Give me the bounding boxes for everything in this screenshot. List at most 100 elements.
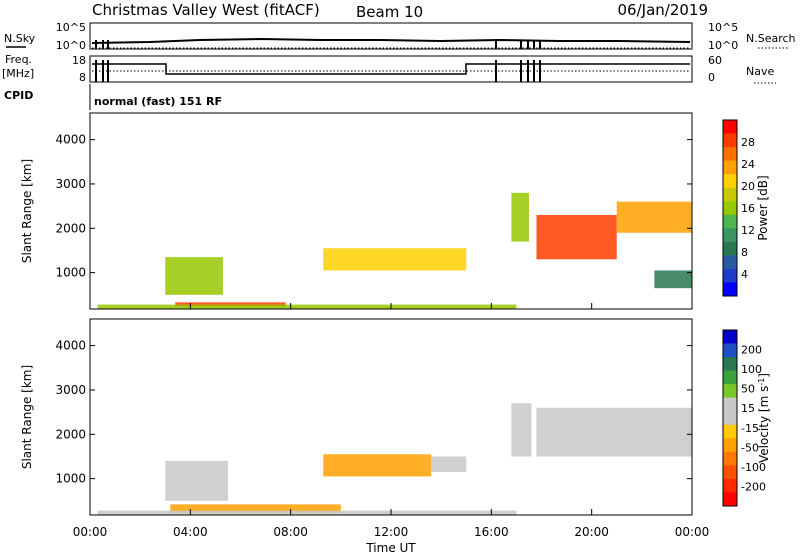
power-panel: 1000 2000 3000 4000 Slant Range [km] bbox=[20, 112, 693, 310]
colorbar-tick-label: 28 bbox=[741, 136, 755, 149]
freq-tick-bottom: 8 bbox=[79, 71, 86, 84]
power-echo-region bbox=[654, 270, 692, 289]
velocity-xaxis bbox=[89, 509, 693, 515]
colorbar-tick-label: 100 bbox=[741, 363, 762, 376]
colorbar-swatch bbox=[723, 282, 737, 297]
sky-tick-bottom: 10^0 bbox=[56, 39, 86, 52]
velocity-ytick-label: 4000 bbox=[55, 339, 86, 353]
power-colorbar: 28 24 20 16 12 8 4 Power [dB] bbox=[722, 119, 770, 297]
velocity-echo-region bbox=[97, 510, 517, 515]
station-title: Christmas Valley West (fitACF) bbox=[92, 1, 320, 19]
colorbar-tick-label: -100 bbox=[741, 461, 766, 474]
power-colorbar-frame bbox=[722, 119, 738, 297]
colorbar-swatch bbox=[723, 438, 737, 453]
velocity-colorbar-cells bbox=[723, 330, 737, 507]
colorbar-tick-label: 15 bbox=[741, 402, 755, 415]
colorbar-swatch bbox=[723, 451, 737, 466]
freq-label-2: [MHz] bbox=[2, 67, 34, 80]
power-colorbar-label: Power [dB] bbox=[756, 175, 770, 240]
colorbar-tick-label: -200 bbox=[741, 480, 766, 493]
nave-label: Nave bbox=[746, 65, 774, 78]
colorbar-tick-label: 16 bbox=[741, 202, 755, 215]
colorbar-tick-label: 12 bbox=[741, 224, 755, 237]
sky-panel-frame bbox=[89, 22, 693, 50]
power-echo-region bbox=[536, 214, 617, 260]
velocity-yaxis: 1000 2000 3000 4000 bbox=[55, 339, 692, 486]
colorbar-swatch bbox=[723, 241, 737, 256]
time-axis-labels: 00:00 04:00 08:00 12:00 16:00 20:00 00:00 bbox=[73, 525, 710, 539]
colorbar-tick-label: -50 bbox=[741, 441, 759, 454]
colorbar-tick-label: 4 bbox=[741, 268, 748, 281]
velocity-data bbox=[97, 403, 692, 515]
velocity-ylabel: Slant Range [km] bbox=[20, 365, 34, 469]
power-ytick-label: 1000 bbox=[55, 266, 86, 280]
time-tick-label: 00:00 bbox=[675, 525, 710, 539]
sky-dropouts bbox=[95, 40, 541, 49]
colorbar-swatch bbox=[723, 133, 737, 148]
power-echo-region bbox=[616, 201, 692, 233]
velocity-ytick-label: 3000 bbox=[55, 383, 86, 397]
power-echo-region bbox=[165, 257, 223, 295]
power-echo-region bbox=[323, 248, 467, 271]
velocity-colorbar: 200 100 50 15 -15 -50 -100 -200 Velocity [m s-1… bbox=[722, 329, 771, 507]
power-colorbar-cells bbox=[723, 120, 737, 297]
colorbar-swatch bbox=[723, 370, 737, 385]
freq-panel-frame bbox=[89, 55, 693, 83]
colorbar-swatch bbox=[723, 268, 737, 283]
search-label: N.Search bbox=[746, 32, 796, 45]
power-ytick-label: 4000 bbox=[55, 133, 86, 147]
power-ytick-label: 3000 bbox=[55, 177, 86, 191]
colorbar-swatch bbox=[723, 228, 737, 243]
power-data bbox=[97, 192, 692, 309]
time-tick-label: 12:00 bbox=[374, 525, 409, 539]
colorbar-tick-label: -15 bbox=[741, 422, 759, 435]
velocity-echo-region bbox=[170, 504, 341, 513]
search-tick-top: 10^5 bbox=[708, 21, 738, 34]
velocity-echo-region bbox=[165, 460, 228, 501]
colorbar-swatch bbox=[723, 357, 737, 372]
velocity-colorbar-label: Velocity [m s-1] bbox=[757, 373, 771, 463]
colorbar-swatch bbox=[723, 174, 737, 189]
power-echo-region bbox=[511, 192, 529, 242]
date-label: 06/Jan/2019 bbox=[618, 1, 709, 19]
sky-count-line bbox=[91, 37, 691, 44]
sky-label: N.Sky bbox=[4, 32, 36, 45]
colorbar-swatch bbox=[723, 120, 737, 135]
colorbar-swatch bbox=[723, 465, 737, 480]
colorbar-swatch bbox=[723, 147, 737, 162]
beam-label: Beam 10 bbox=[356, 3, 423, 21]
colorbar-swatch bbox=[723, 492, 737, 507]
velocity-ytick-label: 1000 bbox=[55, 472, 86, 486]
freq-tick-top: 18 bbox=[72, 54, 86, 67]
colorbar-tick-label: 50 bbox=[741, 383, 755, 396]
colorbar-tick-label: 20 bbox=[741, 180, 755, 193]
sky-search-panel: N.Sky 10^5 10^0 10^5 10^0 N.Search bbox=[4, 21, 796, 52]
sky-tick-top: 10^5 bbox=[56, 21, 86, 34]
power-yaxis: 1000 2000 3000 4000 bbox=[55, 133, 692, 280]
cpid-label: CPID bbox=[4, 89, 33, 102]
colorbar-swatch bbox=[723, 160, 737, 175]
velocity-echo-region bbox=[511, 403, 532, 457]
colorbar-swatch bbox=[723, 397, 737, 412]
colorbar-swatch bbox=[723, 343, 737, 358]
colorbar-swatch bbox=[723, 424, 737, 439]
freq-label-1: Freq. bbox=[5, 53, 32, 66]
time-tick-label: 16:00 bbox=[474, 525, 509, 539]
freq-nave-panel: Freq. [MHz] 18 8 60 0 Nave bbox=[2, 53, 776, 84]
freq-line bbox=[92, 63, 690, 75]
nave-tick-top: 60 bbox=[708, 54, 722, 67]
colorbar-swatch bbox=[723, 187, 737, 202]
power-xaxis bbox=[89, 303, 693, 309]
colorbar-tick-label: 8 bbox=[741, 246, 748, 259]
colorbar-swatch bbox=[723, 201, 737, 216]
colorbar-swatch bbox=[723, 411, 737, 426]
power-ylabel: Slant Range [km] bbox=[20, 159, 34, 263]
colorbar-swatch bbox=[723, 255, 737, 270]
velocity-echo-region bbox=[536, 407, 692, 457]
search-tick-bottom: 10^0 bbox=[708, 39, 738, 52]
time-tick-label: 00:00 bbox=[73, 525, 108, 539]
velocity-echo-region bbox=[323, 454, 432, 477]
colorbar-swatch bbox=[723, 478, 737, 493]
colorbar-tick-label: 200 bbox=[741, 344, 762, 357]
